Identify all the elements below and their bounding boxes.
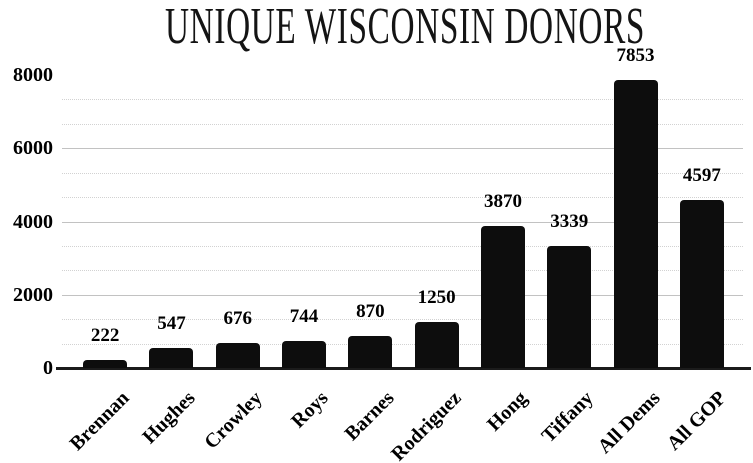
minor-gridline bbox=[62, 319, 743, 321]
major-gridline bbox=[62, 221, 743, 223]
plot-area bbox=[62, 75, 743, 368]
bar bbox=[547, 245, 592, 368]
x-axis-line bbox=[56, 367, 751, 370]
chart-title-text: UNIQUE WISCONSIN DONORS bbox=[165, 0, 646, 55]
bar-value-label: 547 bbox=[157, 312, 186, 334]
bar bbox=[215, 343, 260, 368]
bar-value-label: 676 bbox=[223, 308, 252, 330]
y-tick-label: 6000 bbox=[13, 137, 53, 160]
bar bbox=[679, 199, 724, 368]
bar-value-label: 3870 bbox=[483, 191, 522, 213]
bar bbox=[613, 80, 658, 368]
chart-title: UNIQUE WISCONSIN DONORS bbox=[30, 0, 753, 58]
minor-gridline bbox=[62, 99, 743, 101]
y-tick-label: 2000 bbox=[13, 283, 53, 306]
bar-value-label: 222 bbox=[90, 324, 120, 346]
bar bbox=[282, 340, 327, 368]
bar-value-label: 4597 bbox=[682, 164, 721, 186]
bar bbox=[414, 322, 459, 368]
y-tick-label: 0 bbox=[43, 357, 53, 379]
bar bbox=[83, 359, 128, 368]
y-axis-tick-labels: 0 2000 4000 6000 8000 bbox=[0, 0, 53, 463]
bar-value-label: 3339 bbox=[550, 210, 589, 232]
bar bbox=[348, 336, 393, 368]
y-tick-label: 8000 bbox=[13, 64, 53, 86]
bar bbox=[480, 226, 525, 368]
minor-gridline bbox=[62, 172, 743, 174]
x-category-label: Brennan bbox=[65, 387, 134, 455]
y-tick-label: 4000 bbox=[13, 210, 53, 233]
minor-gridline bbox=[62, 197, 743, 199]
bar-value-label: 870 bbox=[356, 301, 385, 323]
minor-gridline bbox=[62, 123, 743, 125]
major-gridline bbox=[62, 148, 743, 150]
minor-gridline bbox=[62, 343, 743, 345]
bar bbox=[149, 347, 194, 368]
bar-value-label: 744 bbox=[289, 305, 319, 327]
major-gridline bbox=[62, 294, 743, 296]
bar-value-label: 1250 bbox=[417, 287, 456, 309]
bars-container: 222 547 676 744 870 1250 3870 3339 7853 4597 bbox=[72, 46, 735, 368]
bar-value-label: 7853 bbox=[616, 45, 655, 67]
minor-gridline bbox=[62, 270, 743, 272]
minor-gridline bbox=[62, 245, 743, 247]
